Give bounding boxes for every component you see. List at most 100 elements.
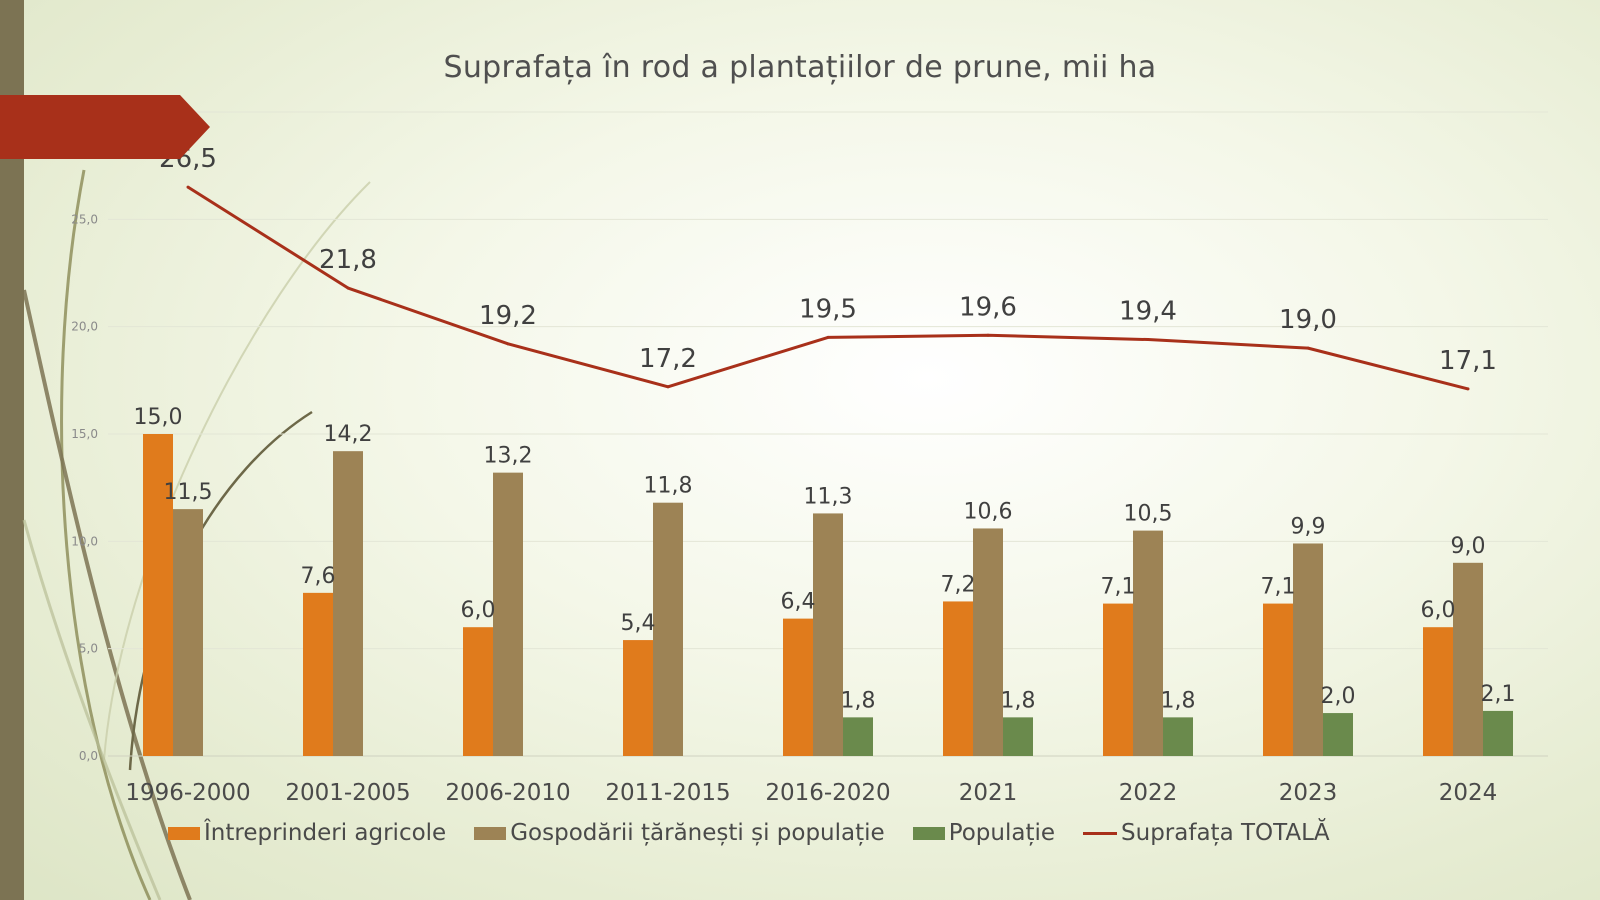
legend-swatch-intreprinderi [168, 826, 200, 840]
y-tick-label: 20,0 [71, 320, 98, 334]
data-label: 11,5 [164, 480, 213, 505]
decorative-red-banner [0, 95, 210, 159]
bar [1263, 603, 1293, 756]
legend-swatch-gospodarii [474, 826, 507, 840]
data-label: 1,8 [841, 688, 876, 713]
data-label: 19,4 [1119, 297, 1177, 327]
x-tick-label: 2023 [1279, 780, 1338, 806]
data-label: 13,2 [484, 444, 533, 469]
data-label: 19,2 [479, 301, 537, 331]
legend-swatch-total [1083, 831, 1118, 835]
x-axis: 1996-2000 2001-2005 2006-2010 2011-2015 2016… [125, 780, 1497, 806]
data-label: 5,4 [621, 611, 656, 636]
bar [1293, 543, 1323, 756]
x-tick-label: 2011-2015 [605, 780, 730, 806]
line-series-total [187, 185, 1469, 391]
bar [493, 472, 523, 756]
y-tick-label: 15,0 [71, 427, 98, 441]
legend-item-total: Suprafața TOTALĂ [1083, 820, 1330, 846]
bar [143, 434, 173, 756]
bar [1453, 562, 1483, 756]
line-point [506, 342, 510, 346]
bar [1163, 717, 1193, 756]
data-label: 9,9 [1291, 514, 1326, 539]
bar [1423, 627, 1453, 756]
data-label: 19,5 [799, 294, 857, 324]
line-point [826, 335, 830, 339]
bar [303, 592, 333, 756]
data-label: 1,8 [1161, 688, 1196, 713]
x-tick-label: 1996-2000 [125, 780, 250, 806]
data-labels: 15,0 7,6 6,0 5,4 6,4 7,2 7,1 7,1 6,0 11,5 14,2 13,2… [134, 144, 1516, 713]
x-tick-label: 2022 [1119, 780, 1178, 806]
data-label: 21,8 [319, 245, 377, 275]
data-label: 7,2 [941, 572, 976, 597]
data-label: 6,0 [1421, 598, 1456, 623]
legend-item-populatie: Populație [912, 820, 1056, 846]
data-label: 7,6 [301, 564, 336, 589]
bar [1323, 713, 1353, 756]
data-label: 14,2 [324, 422, 373, 447]
bar [973, 528, 1003, 756]
data-label: 7,1 [1101, 575, 1136, 600]
x-tick-label: 2016-2020 [765, 780, 890, 806]
x-tick-label: 2006-2010 [445, 780, 570, 806]
line-point [986, 333, 990, 337]
legend-label-populatie: Populație [948, 820, 1056, 846]
line-point [186, 185, 190, 189]
bar [843, 717, 873, 756]
bar [333, 451, 363, 756]
legend-swatch-populatie [912, 826, 945, 840]
x-tick-label: 2001-2005 [285, 780, 410, 806]
data-label: 11,3 [804, 484, 853, 509]
y-axis: 0,05,010,015,020,025,030,0 [71, 105, 98, 763]
bar [653, 502, 683, 756]
legend-item-intreprinderi: Întreprinderi agricole [168, 820, 446, 846]
bar [1003, 717, 1033, 756]
y-tick-label: 5,0 [79, 642, 98, 656]
data-label: 2,1 [1481, 682, 1516, 707]
bar [1103, 603, 1133, 756]
bars [143, 434, 1513, 756]
data-label: 2,0 [1321, 684, 1356, 709]
data-label: 19,0 [1279, 305, 1337, 335]
bar [813, 513, 843, 756]
legend-item-gospodarii: Gospodării țărănești și populație [474, 820, 885, 846]
line-point [346, 286, 350, 290]
data-label: 9,0 [1451, 534, 1486, 559]
y-tick-label: 0,0 [79, 749, 98, 763]
legend: Întreprinderi agricole Gospodării țărăne… [168, 820, 1358, 846]
bar [1483, 710, 1513, 756]
bar [623, 640, 653, 756]
bar [783, 618, 813, 756]
line-point [1146, 338, 1150, 342]
data-label: 10,5 [1124, 502, 1173, 527]
data-label: 6,4 [781, 590, 816, 615]
data-label: 7,1 [1261, 575, 1296, 600]
data-label: 15,0 [134, 405, 183, 430]
data-label: 17,1 [1439, 346, 1497, 376]
legend-label-total: Suprafața TOTALĂ [1121, 820, 1330, 846]
y-tick-label: 25,0 [71, 212, 98, 226]
bar [1133, 530, 1163, 756]
data-label: 10,6 [964, 499, 1013, 524]
y-tick-label: 10,0 [71, 534, 98, 548]
data-label: 1,8 [1001, 688, 1036, 713]
line-point [1306, 346, 1310, 350]
data-label: 19,6 [959, 292, 1017, 322]
line-point [1466, 387, 1470, 391]
bar [173, 509, 203, 756]
line-point [666, 385, 670, 389]
x-tick-label: 2024 [1439, 780, 1498, 806]
data-label: 11,8 [644, 474, 693, 499]
chart-title: Suprafața în rod a plantațiilor de prune… [443, 50, 1157, 85]
data-label: 17,2 [639, 344, 697, 374]
bar [943, 601, 973, 756]
legend-label-intreprinderi: Întreprinderi agricole [204, 820, 447, 846]
data-label: 6,0 [461, 598, 496, 623]
bar [463, 627, 493, 756]
total-line [186, 185, 1470, 391]
legend-label-gospodarii: Gospodării țărănești și populație [510, 820, 885, 846]
x-tick-label: 2021 [959, 780, 1018, 806]
